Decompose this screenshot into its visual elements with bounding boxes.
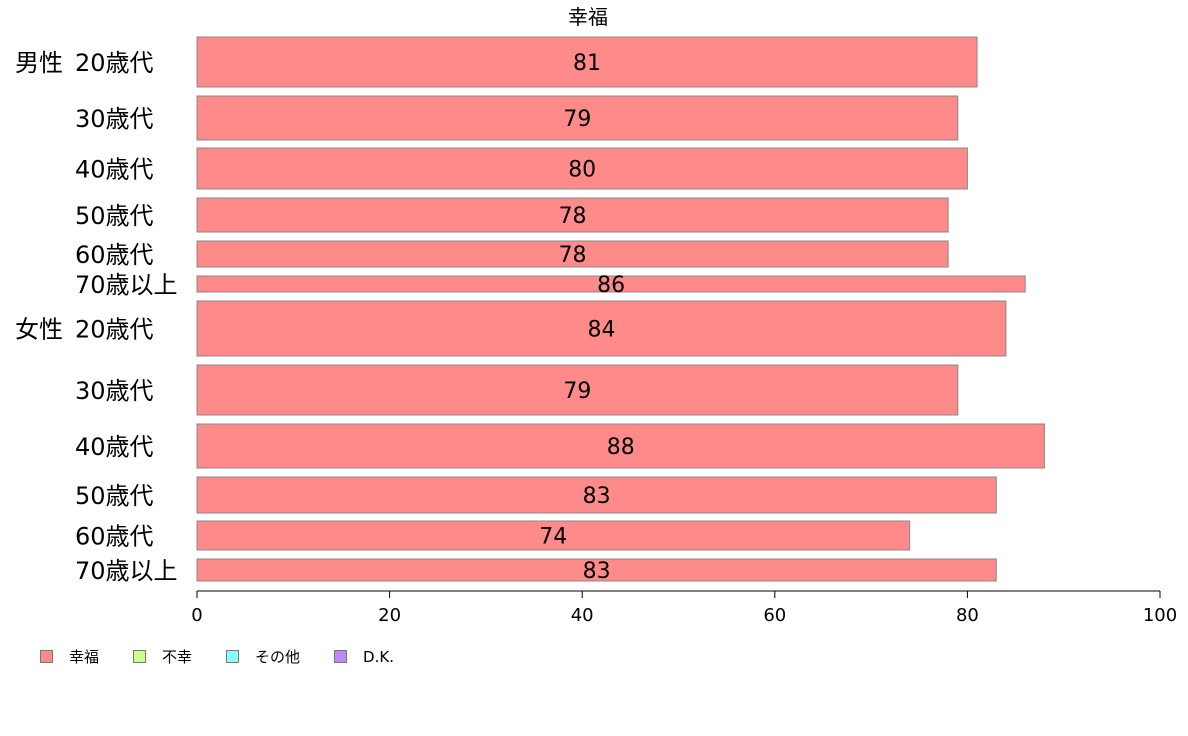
bar: [196, 36, 978, 88]
category-label: 50歳代: [75, 482, 154, 510]
legend-label: 不幸: [162, 648, 193, 666]
data-label: 78: [559, 204, 587, 229]
category-label: 30歳代: [75, 377, 154, 405]
legend-label: 幸福: [69, 648, 100, 666]
category-label: 40歳代: [75, 156, 154, 184]
legend: 幸福 不幸 その他 D.K.: [40, 646, 428, 667]
category-label: 20歳代: [75, 316, 154, 344]
data-label: 81: [573, 51, 601, 76]
group-label: 女性: [15, 316, 63, 344]
data-label: 88: [607, 435, 635, 460]
legend-swatch: [334, 650, 348, 663]
category-label: 50歳代: [75, 202, 154, 230]
x-tick-label: 100: [1143, 605, 1177, 626]
x-tick-label: 40: [571, 605, 594, 626]
legend-swatch: [226, 650, 240, 663]
bar: [196, 476, 997, 514]
bar: [196, 275, 1026, 293]
category-label: 30歳代: [75, 105, 154, 133]
bar: [196, 558, 997, 582]
chart-title: 幸福: [568, 5, 608, 29]
x-tick-label: 0: [191, 605, 202, 626]
category-label: 60歳代: [75, 241, 154, 269]
legend-item: 幸福: [40, 646, 99, 667]
category-label: 60歳代: [75, 523, 154, 551]
data-label: 83: [583, 559, 611, 584]
data-label: 80: [568, 158, 596, 183]
x-tick-label: 80: [956, 605, 979, 626]
x-tick-label: 20: [378, 605, 401, 626]
category-label: 70歳以上: [75, 271, 178, 299]
data-label: 86: [597, 273, 625, 298]
bar: [196, 520, 911, 551]
data-label: 83: [583, 484, 611, 509]
category-label: 40歳代: [75, 433, 154, 461]
bar: [196, 147, 968, 190]
legend-swatch: [133, 650, 147, 663]
bar: [196, 95, 959, 141]
data-label: 84: [587, 318, 615, 343]
category-label: 20歳代: [75, 49, 154, 77]
legend-label: D.K.: [363, 647, 394, 666]
bar: [196, 423, 1045, 469]
x-tick-label: 60: [763, 605, 786, 626]
legend-item: D.K.: [334, 648, 394, 666]
bar-chart: 幸福 81 男性 20歳代 79 30歳代 80 40歳代 78 50歳代 78 60歳代 86 70歳…: [15, 5, 1177, 626]
legend-item: 不幸: [133, 646, 192, 667]
group-label: 男性: [15, 49, 63, 77]
bar: [196, 240, 949, 268]
legend-swatch: [40, 650, 53, 663]
data-label: 79: [563, 379, 591, 404]
legend-item: その他: [226, 646, 300, 667]
legend-label: その他: [255, 648, 301, 666]
bar: [196, 364, 959, 416]
bar: [196, 300, 1007, 357]
data-label: 74: [539, 525, 567, 550]
data-label: 79: [563, 107, 591, 132]
category-label: 70歳以上: [75, 557, 178, 585]
data-label: 78: [559, 243, 587, 268]
bar: [196, 197, 949, 233]
